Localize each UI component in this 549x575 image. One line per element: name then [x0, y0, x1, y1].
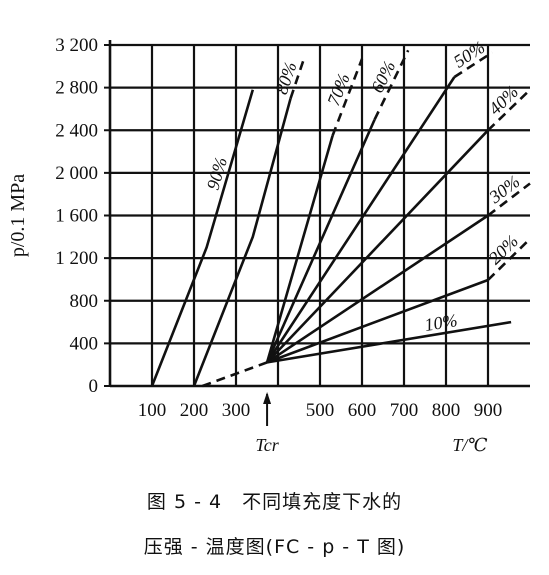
y-tick-label: 800 — [70, 291, 99, 312]
axes — [104, 40, 530, 426]
series-line-90pct — [150, 89, 255, 387]
y-tick-label: 1 200 — [55, 248, 98, 269]
lower-dashed-curve — [201, 361, 268, 388]
y-tick-label: 2 400 — [55, 120, 98, 141]
y-axis-label: p/0.1 MPa — [7, 174, 29, 257]
series-line-30pct — [266, 214, 489, 364]
y-tick-label: 2 000 — [55, 163, 98, 184]
tcr-label: Tcr — [255, 435, 279, 455]
x-tick-label: 500 — [306, 400, 335, 421]
series-line-60pct — [265, 119, 376, 363]
series-dashed-70pct — [331, 58, 364, 137]
series-label: 20% — [485, 231, 523, 268]
series-dashed-40pct — [487, 88, 531, 132]
y-tick-label: 0 — [89, 376, 99, 397]
figure-caption-line-2: 压强 - 温度图(FC - p - T 图) — [143, 536, 406, 558]
series-line-40pct — [266, 129, 489, 364]
series-dashed-50pct — [453, 51, 493, 79]
x-axis-label: T/℃ — [452, 435, 487, 455]
y-tick-label: 3 200 — [55, 35, 98, 56]
tcr-arrow-head — [263, 392, 272, 404]
series-label: 70% — [323, 70, 353, 108]
series-label: 80% — [271, 59, 301, 97]
series-line-20pct — [266, 278, 489, 364]
x-tick-label: 100 — [138, 400, 167, 421]
series-label: 90% — [203, 155, 231, 192]
series-line-10pct — [266, 320, 512, 364]
series-dashed-30pct — [487, 182, 531, 217]
series-dashed-20pct — [487, 237, 531, 281]
x-tick-label: 700 — [390, 400, 419, 421]
y-tick-label: 400 — [70, 333, 99, 354]
series-line-80pct — [192, 97, 292, 387]
series-line-70pct — [265, 135, 334, 363]
x-tick-label: 200 — [180, 400, 209, 421]
series-dashed-60pct — [373, 49, 410, 121]
y-tick-label: 1 600 — [55, 206, 98, 227]
series-lines — [150, 49, 531, 388]
figure-caption-line-1: 图 5 - 4 不同填充度下水的 — [146, 491, 403, 513]
y-tick-label: 2 800 — [55, 78, 98, 99]
x-tick-label: 800 — [432, 400, 461, 421]
x-tick-label: 300 — [222, 400, 251, 421]
series-dashed-80pct — [289, 60, 305, 99]
series-line-50pct — [266, 76, 456, 364]
x-tick-label: 600 — [348, 400, 377, 421]
x-tick-label: 900 — [474, 400, 503, 421]
